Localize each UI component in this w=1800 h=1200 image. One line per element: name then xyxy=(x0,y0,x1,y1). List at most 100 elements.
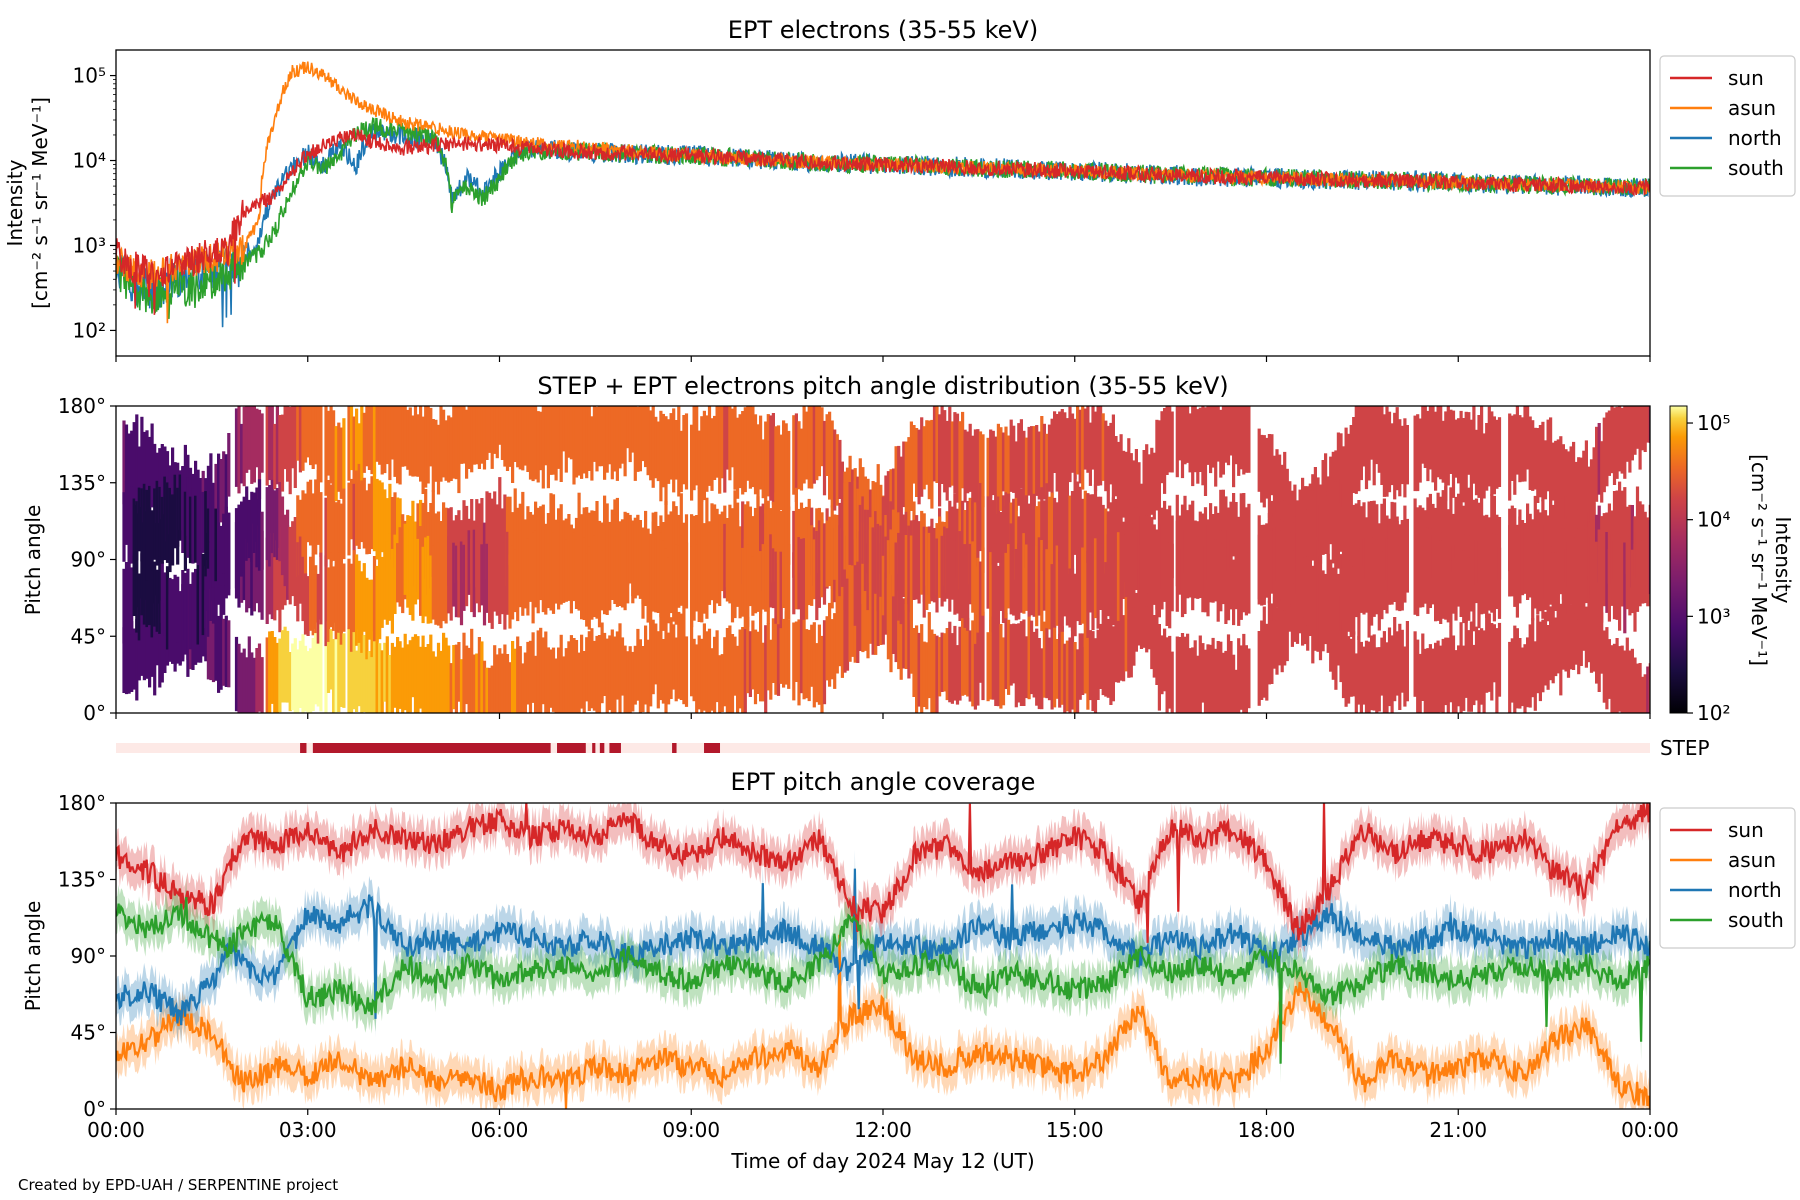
pad-cell xyxy=(1122,530,1126,599)
pad-cell xyxy=(270,406,274,484)
pad-cell xyxy=(449,417,453,481)
pad-cell xyxy=(651,406,655,488)
pad-cell xyxy=(426,406,430,484)
pad-cell xyxy=(396,637,400,713)
pad-cell xyxy=(1354,542,1358,618)
pad-cell xyxy=(971,620,975,707)
pad-cell xyxy=(459,659,464,713)
pad-cell xyxy=(1349,560,1353,637)
pad-cell xyxy=(1592,530,1596,608)
pad-cell xyxy=(1464,534,1468,623)
pad-cell xyxy=(582,651,586,713)
x-tick-label: 03:00 xyxy=(279,1118,337,1142)
pad-cell xyxy=(585,553,589,627)
pad-cell xyxy=(470,406,474,473)
pad-cell xyxy=(531,532,535,624)
pad-cell xyxy=(805,506,809,583)
pad-cell xyxy=(615,545,619,607)
pad-cell xyxy=(1387,518,1392,605)
pad-cell xyxy=(1150,447,1154,515)
pad-cell xyxy=(217,500,221,588)
pad-cell xyxy=(825,414,829,476)
pad-cell xyxy=(155,480,159,566)
pad-cell xyxy=(1050,418,1054,504)
pad-cell xyxy=(378,643,382,713)
pad-cell xyxy=(416,414,420,477)
pad-cell xyxy=(1193,640,1197,713)
x-tick-label: 21:00 xyxy=(1429,1118,1487,1142)
pad-cell xyxy=(1030,426,1034,490)
pad-cell xyxy=(122,627,126,693)
pad-cell xyxy=(124,481,129,545)
pad-cell xyxy=(792,552,796,615)
pad-cell xyxy=(1221,543,1225,605)
pad-cell xyxy=(260,511,264,570)
pad-cell xyxy=(994,543,998,619)
pad-cell xyxy=(388,655,392,713)
pad-cell xyxy=(600,550,604,611)
pad-cell xyxy=(255,648,259,713)
pad-cell xyxy=(357,463,361,549)
pad-cell xyxy=(871,527,875,608)
pad-cell xyxy=(600,406,604,467)
pad-cell xyxy=(695,644,699,713)
pad-cell xyxy=(996,423,1000,514)
pad-cell xyxy=(1088,545,1092,613)
pad-cell xyxy=(475,406,479,465)
pad-cell xyxy=(390,406,394,460)
pad-cell xyxy=(444,535,448,624)
pad-cell xyxy=(1137,530,1141,597)
pad-cell xyxy=(1163,628,1167,692)
pad-cell xyxy=(201,491,205,553)
pad-cell xyxy=(978,561,983,641)
pad-cell xyxy=(1055,414,1059,492)
pad-cell xyxy=(1426,527,1430,614)
pad-cell xyxy=(408,640,412,713)
pad-cell xyxy=(1206,406,1210,465)
pad-cell xyxy=(810,624,814,687)
pad-cell xyxy=(171,447,175,528)
pad-cell xyxy=(631,522,635,597)
pad-cell xyxy=(909,421,913,511)
pad-cell xyxy=(222,513,226,574)
pad-cell xyxy=(886,540,890,631)
pad-cell xyxy=(817,520,821,608)
pad-cell xyxy=(511,545,515,620)
pad-cell xyxy=(966,617,970,697)
pad-cell xyxy=(741,547,745,617)
pad-cell xyxy=(1577,528,1581,620)
pad-cell xyxy=(1099,496,1103,586)
pad-cell xyxy=(475,653,479,713)
pad-cell xyxy=(255,541,259,604)
pad-cell xyxy=(1055,502,1059,569)
pad-cell xyxy=(1362,406,1366,467)
pad-cell xyxy=(935,406,939,483)
pad-cell xyxy=(546,543,550,609)
pad-cell xyxy=(521,663,525,713)
pad-cell xyxy=(1226,634,1231,713)
pad-cell xyxy=(746,616,750,694)
pad-cell xyxy=(498,406,502,445)
pad-cell xyxy=(766,500,770,586)
pad-cell xyxy=(1462,505,1466,585)
pad-cell xyxy=(339,556,343,645)
pad-cell xyxy=(1515,406,1519,475)
pad-cell xyxy=(1058,480,1062,562)
pad-cell xyxy=(1623,650,1627,713)
pad-cell xyxy=(876,523,880,612)
pad-cell xyxy=(1398,545,1402,612)
pad-cell xyxy=(1318,556,1323,646)
pad-cell xyxy=(332,639,336,713)
pad-cell xyxy=(769,639,773,700)
pad-cell xyxy=(191,488,195,564)
pad-cell xyxy=(434,419,438,482)
pad-cell xyxy=(1076,649,1080,713)
pad-cell xyxy=(1336,487,1340,569)
pad-cell xyxy=(580,634,584,709)
pad-cell xyxy=(1382,551,1386,610)
pad-cell xyxy=(989,429,993,498)
pad-cell xyxy=(1554,552,1558,611)
pad-cell xyxy=(291,536,295,597)
pad-cell xyxy=(1022,533,1026,614)
pad-cell xyxy=(165,566,170,650)
